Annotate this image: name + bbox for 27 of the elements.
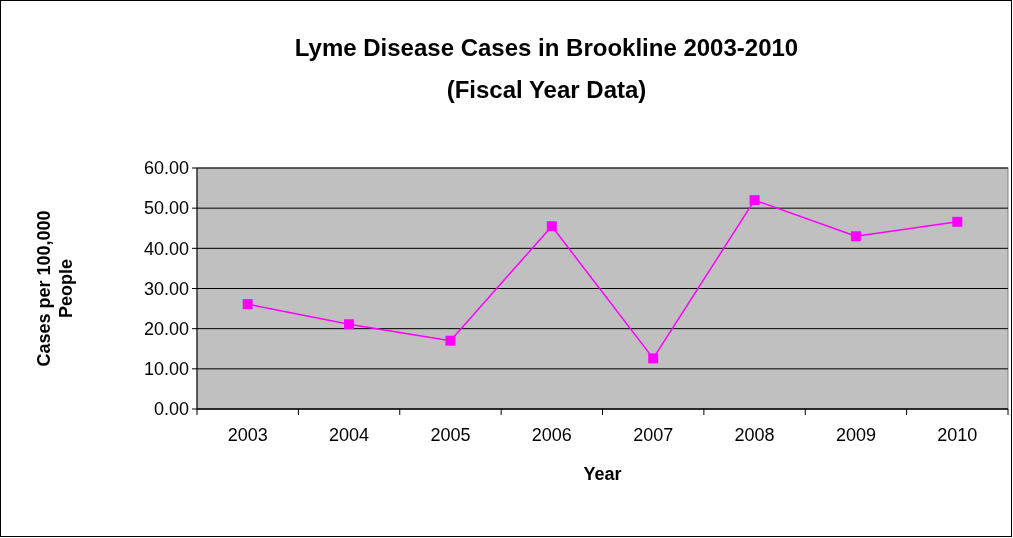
point bbox=[242, 299, 253, 310]
point bbox=[952, 216, 963, 227]
x-axis-title: Year bbox=[583, 464, 622, 484]
x-tick-label: 2008 bbox=[734, 425, 775, 445]
y-tick-label: 60.00 bbox=[143, 158, 189, 179]
x-tick-label: 2009 bbox=[835, 425, 876, 445]
point bbox=[850, 231, 861, 242]
x-tick-label: 2010 bbox=[937, 425, 978, 445]
y-tick-label: 20.00 bbox=[143, 318, 189, 339]
x-tick-label: 2005 bbox=[430, 425, 471, 445]
y-tick-label: 50.00 bbox=[143, 198, 189, 219]
point bbox=[546, 221, 557, 232]
x-tick-label: 2003 bbox=[227, 425, 268, 445]
y-tick-label: 40.00 bbox=[143, 238, 189, 259]
point bbox=[648, 353, 659, 364]
point bbox=[445, 335, 456, 346]
x-tick-label: 2006 bbox=[531, 425, 572, 445]
x-tick-label: 2007 bbox=[633, 425, 674, 445]
y-tick-label: 30.00 bbox=[143, 278, 189, 299]
y-tick-label: 0.00 bbox=[153, 399, 189, 420]
x-tick-label: 2004 bbox=[329, 425, 370, 445]
point bbox=[344, 319, 355, 330]
point bbox=[749, 195, 760, 206]
y-tick-label: 10.00 bbox=[143, 359, 189, 380]
chart-subtitle: (Fiscal Year Data) bbox=[446, 76, 647, 103]
chart-title: Lyme Disease Cases in Brookline 2003-2010 bbox=[294, 34, 799, 61]
y-axis-title: Cases per 100,000 People bbox=[34, 210, 76, 367]
